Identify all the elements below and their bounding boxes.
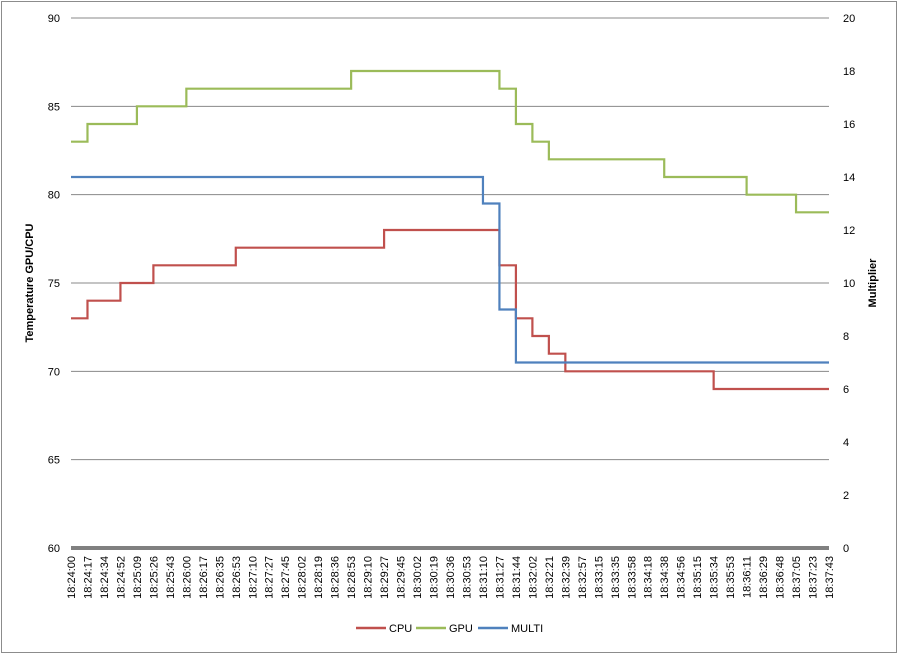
- x-tick-label: 18:30:36: [445, 556, 457, 599]
- x-tick-label: 18:25:09: [132, 556, 144, 599]
- y-axis-title: Temperature GPU/CPU: [24, 223, 36, 342]
- series-line-gpu: [71, 69, 829, 214]
- x-tick-label: 18:32:02: [527, 556, 539, 599]
- x-tick-label: 18:27:27: [264, 556, 276, 599]
- y-tick-label: 65: [48, 455, 60, 467]
- x-tick-label: 18:29:10: [363, 556, 375, 599]
- x-tick-label: 18:30:19: [429, 556, 441, 599]
- y-tick-label: 70: [48, 366, 60, 378]
- x-tick-label: 18:35:53: [725, 556, 737, 599]
- x-tick-label: 18:27:10: [247, 556, 259, 599]
- y2-tick-label: 14: [843, 172, 855, 184]
- x-tick-label: 18:37:05: [791, 556, 803, 599]
- y2-tick-label: 4: [843, 437, 849, 449]
- x-tick-label: 18:26:53: [231, 556, 243, 599]
- x-tick-label: 18:33:15: [593, 556, 605, 599]
- series-line-cpu: [71, 228, 829, 391]
- x-tick-label: 18:24:00: [66, 556, 78, 599]
- y-tick-label: 60: [48, 543, 60, 555]
- series-layer: [71, 69, 829, 391]
- x-tick-label: 18:34:56: [676, 556, 688, 599]
- y2-tick-label: 6: [843, 384, 849, 396]
- y-tick-label: 90: [48, 13, 60, 25]
- y2-tick-label: 12: [843, 225, 855, 237]
- x-tick-label: 18:27:45: [280, 556, 292, 599]
- y2-axis-title: Multiplier: [867, 258, 879, 308]
- x-tick-label: 18:26:00: [181, 556, 193, 599]
- y-axis-left: 60 65 70 75 80 85 90: [48, 13, 60, 555]
- x-tick-label: 18:33:35: [610, 556, 622, 599]
- x-tick-label: 18:29:27: [379, 556, 391, 599]
- x-tick-label: 18:28:19: [313, 556, 325, 599]
- x-tick-label: 18:31:27: [494, 556, 506, 599]
- y2-tick-label: 2: [843, 490, 849, 502]
- x-tick-label: 18:24:17: [82, 556, 94, 599]
- legend-label-cpu: CPU: [389, 623, 412, 635]
- series-line-multi: [71, 175, 829, 364]
- x-tick-label: 18:36:29: [758, 556, 770, 599]
- x-tick-label: 18:30:02: [412, 556, 424, 599]
- x-tick-label: 18:25:43: [165, 556, 177, 599]
- y-tick-label: 85: [48, 101, 60, 113]
- x-tick-label: 18:37:43: [824, 556, 836, 599]
- x-tick-label: 18:28:53: [346, 556, 358, 599]
- x-tick-label: 18:32:57: [577, 556, 589, 599]
- legend-label-gpu: GPU: [449, 623, 473, 635]
- x-tick-label: 18:31:44: [511, 556, 523, 599]
- y2-tick-label: 0: [843, 543, 849, 555]
- y2-tick-label: 8: [843, 331, 849, 343]
- x-tick-label: 18:26:17: [198, 556, 210, 599]
- x-tick-label: 18:34:18: [643, 556, 655, 599]
- legend: CPU GPU MULTI: [356, 623, 543, 635]
- x-tick-label: 18:35:34: [709, 556, 721, 599]
- x-tick-label: 18:28:02: [297, 556, 309, 599]
- x-tick-label: 18:30:53: [461, 556, 473, 599]
- y2-tick-label: 20: [843, 13, 855, 25]
- x-tick-label: 18:29:45: [396, 556, 408, 599]
- x-tick-label: 18:28:36: [330, 556, 342, 599]
- x-tick-label: 18:37:23: [808, 556, 820, 599]
- x-tick-label: 18:33:58: [626, 556, 638, 599]
- y2-tick-label: 16: [843, 119, 855, 131]
- x-tick-label: 18:24:52: [115, 556, 127, 599]
- y2-tick-label: 18: [843, 66, 855, 78]
- x-tick-label: 18:32:21: [544, 556, 556, 599]
- x-tick-label: 18:24:34: [99, 556, 111, 599]
- legend-label-multi: MULTI: [511, 623, 543, 635]
- x-axis: 18:24:00 18:24:17 18:24:34 18:24:52 18:25:09…: [66, 556, 836, 599]
- y2-tick-label: 10: [843, 278, 855, 290]
- x-tick-label: 18:31:10: [478, 556, 490, 599]
- x-tick-label: 18:34:38: [659, 556, 671, 599]
- x-tick-label: 18:36:48: [775, 556, 787, 599]
- gridlines: [71, 17, 829, 461]
- x-tick-label: 18:35:15: [692, 556, 704, 599]
- y-axis-right: 0 2 4 6 8 10 12 14 16 18 20: [843, 13, 855, 555]
- x-tick-label: 18:25:26: [148, 556, 160, 599]
- x-tick-label: 18:26:35: [214, 556, 226, 599]
- x-tick-label: 18:32:39: [560, 556, 572, 599]
- y-tick-label: 80: [48, 190, 60, 202]
- y-tick-label: 75: [48, 278, 60, 290]
- x-tick-label: 18:36:11: [742, 556, 754, 598]
